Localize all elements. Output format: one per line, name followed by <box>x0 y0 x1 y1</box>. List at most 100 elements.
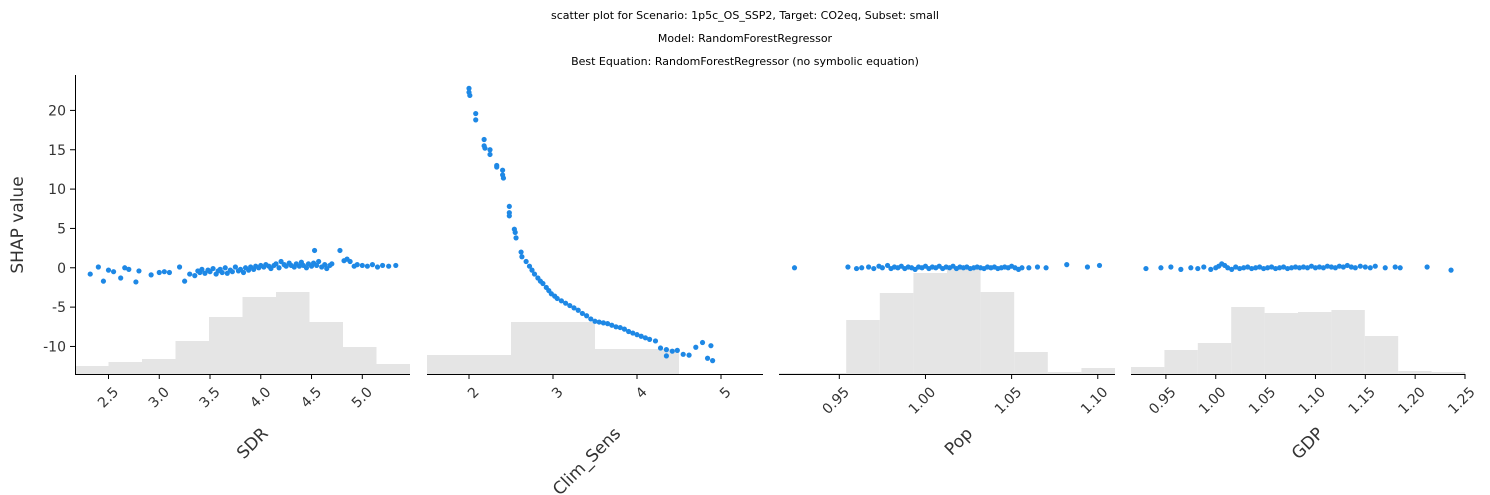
panels-layer: 2.5 3.0 3.5 4.0 4.5 5.0 SDR 2 3 4 5 Clim_Sens 0.95 1.… <box>43 75 1479 495</box>
panel-gdp: 0.95 1.00 1.05 1.10 1.15 1.20 1.25 GDP <box>1131 261 1479 464</box>
x-tick-label: 1.10 <box>1078 384 1111 417</box>
scatter-point <box>369 262 376 268</box>
scatter-point <box>1344 262 1350 269</box>
scatter-point <box>638 333 644 339</box>
scatter-point <box>105 267 112 273</box>
scatter-point <box>1292 264 1299 270</box>
scatter-point <box>359 262 365 269</box>
scatter-point <box>1340 264 1346 270</box>
scatter-point <box>273 261 279 267</box>
scatter-point <box>1348 264 1354 270</box>
hist-bar <box>427 355 511 374</box>
scatter-point <box>126 266 132 272</box>
scatter-point <box>1397 265 1403 271</box>
x-tick-label: 4.0 <box>247 384 274 411</box>
scatter-point <box>513 235 519 241</box>
y-tick-label: 0 <box>57 261 66 277</box>
scatter-point <box>523 258 529 265</box>
scatter-point <box>347 258 353 265</box>
x-tick-label: 1.15 <box>1346 384 1379 417</box>
scatter-point <box>1320 265 1327 271</box>
scatter-point <box>1096 262 1103 269</box>
scatter-point <box>1257 264 1263 270</box>
scatter-point <box>1264 265 1271 271</box>
scatter-point <box>229 269 235 275</box>
scatter-point <box>1178 266 1184 272</box>
x-tick-label: 0.95 <box>820 384 853 417</box>
x-axis-label: SDR <box>233 424 273 464</box>
scatter-point <box>1253 265 1259 271</box>
scatter-point <box>1308 263 1315 269</box>
scatter-point <box>1084 264 1091 270</box>
hist-bar <box>1331 310 1365 374</box>
panel-pop: 0.95 1.00 1.05 1.10 Pop <box>779 262 1115 460</box>
hist-bar <box>511 322 595 374</box>
scatter-point <box>1261 265 1267 272</box>
scatter-point <box>506 203 512 210</box>
hist-bar <box>276 292 310 374</box>
scatter-point <box>393 262 399 269</box>
chart-subtitle-model: Model: RandomForestRegressor <box>657 32 833 45</box>
scatter-point <box>1237 265 1243 272</box>
scatter-point <box>240 269 247 276</box>
scatter-point <box>626 328 632 335</box>
hist-bar <box>1364 336 1399 374</box>
hist-bar <box>376 364 410 374</box>
scatter-point <box>699 339 706 346</box>
scatter-point <box>156 269 162 276</box>
scatter-point <box>487 151 493 158</box>
scatter-point <box>596 319 602 325</box>
scatter-point <box>148 272 154 278</box>
x-tick-label: 2 <box>465 384 483 402</box>
scatter-point <box>609 322 615 328</box>
x-tick-label: 1.10 <box>1296 384 1329 417</box>
hist-bar <box>1081 368 1115 374</box>
scatter-point <box>1249 265 1255 272</box>
scatter-point <box>1272 265 1279 272</box>
scatter-point <box>617 324 623 331</box>
scatter-point <box>500 167 506 173</box>
hist-bar <box>812 373 847 374</box>
x-tick-label: 1.00 <box>906 384 939 417</box>
scatter-point <box>379 262 386 269</box>
x-tick-label: 1.20 <box>1395 384 1428 417</box>
hist-bar <box>846 320 880 374</box>
hist-bar <box>1431 372 1465 374</box>
x-tick-label: 4.5 <box>298 384 325 411</box>
scatter-point <box>1034 264 1041 270</box>
x-axis-label: Clim_Sens <box>549 424 625 495</box>
scatter-point <box>303 265 310 271</box>
scatter-point <box>1288 265 1295 271</box>
hist-bar <box>595 349 679 374</box>
scatter-point <box>1043 265 1049 271</box>
hist-bar <box>1197 343 1232 374</box>
scatter-point <box>192 273 198 279</box>
scatter-point <box>663 347 670 353</box>
scatter-point <box>487 147 493 153</box>
scatter-point <box>122 265 128 271</box>
scatter-point <box>866 264 872 270</box>
y-axis-label: SHAP value <box>8 176 28 273</box>
scatter-point <box>879 265 885 271</box>
scatter-point <box>600 320 607 326</box>
scatter-point <box>100 278 107 284</box>
scatter-point <box>575 307 581 313</box>
scatter-point <box>1188 265 1194 271</box>
scatter-point <box>329 261 335 267</box>
scatter-point <box>1362 264 1368 270</box>
scatter-point <box>1195 265 1201 272</box>
scatter-point <box>276 265 282 271</box>
x-axis-label: Pop <box>941 424 977 460</box>
scatter-point <box>182 278 188 284</box>
scatter-point <box>613 324 619 330</box>
scatter-point <box>634 332 640 338</box>
y-tick-label: 20 <box>48 103 66 119</box>
scatter-point <box>1233 264 1239 270</box>
scatter-point <box>176 264 183 270</box>
x-tick-label: 5.0 <box>349 384 376 411</box>
scatter-point <box>871 265 877 272</box>
scatter-point <box>1026 265 1032 271</box>
hist-bar <box>175 341 209 374</box>
x-tick-label: 4 <box>633 384 651 402</box>
scatter-point <box>222 265 228 271</box>
